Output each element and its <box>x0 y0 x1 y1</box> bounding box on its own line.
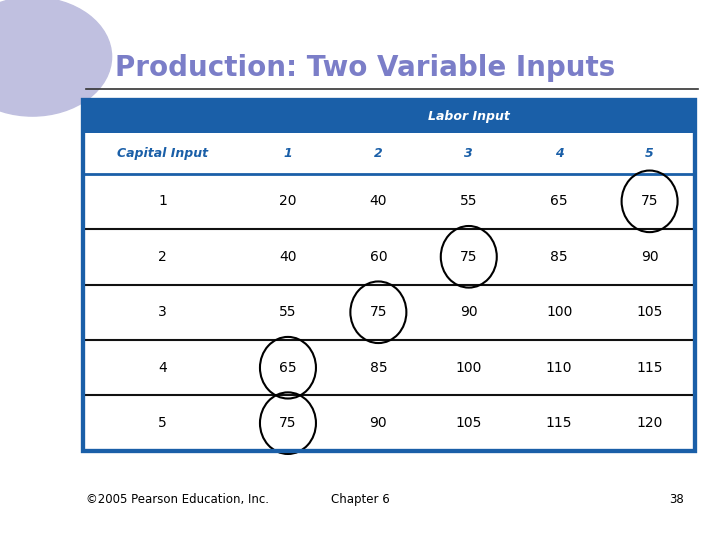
Text: 1: 1 <box>284 147 292 160</box>
Text: 75: 75 <box>369 305 387 319</box>
Text: 75: 75 <box>460 250 477 264</box>
Text: 20: 20 <box>279 194 297 208</box>
Text: 3: 3 <box>464 147 473 160</box>
Text: Labor Input: Labor Input <box>428 110 510 123</box>
Text: 75: 75 <box>641 194 658 208</box>
Text: 90: 90 <box>460 305 477 319</box>
Text: 105: 105 <box>636 305 663 319</box>
Text: 1: 1 <box>158 194 167 208</box>
Text: 38: 38 <box>670 493 684 506</box>
Text: 75: 75 <box>279 416 297 430</box>
Text: 55: 55 <box>460 194 477 208</box>
Text: 40: 40 <box>369 194 387 208</box>
Text: 65: 65 <box>550 194 568 208</box>
Text: 5: 5 <box>645 147 654 160</box>
Text: 100: 100 <box>456 361 482 375</box>
Text: 115: 115 <box>546 416 572 430</box>
Text: 2: 2 <box>158 250 167 264</box>
Text: 105: 105 <box>456 416 482 430</box>
Text: Production: Two Variable Inputs: Production: Two Variable Inputs <box>115 53 616 82</box>
Text: 90: 90 <box>369 416 387 430</box>
Text: 115: 115 <box>636 361 663 375</box>
Text: 4: 4 <box>158 361 167 375</box>
Text: 90: 90 <box>641 250 658 264</box>
Text: Chapter 6: Chapter 6 <box>330 493 390 506</box>
Text: Capital Input: Capital Input <box>117 147 208 160</box>
Text: 60: 60 <box>369 250 387 264</box>
Text: ©2005 Pearson Education, Inc.: ©2005 Pearson Education, Inc. <box>86 493 269 506</box>
Text: 65: 65 <box>279 361 297 375</box>
Text: 85: 85 <box>550 250 568 264</box>
Text: 85: 85 <box>369 361 387 375</box>
Text: 55: 55 <box>279 305 297 319</box>
Text: 5: 5 <box>158 416 167 430</box>
Text: 40: 40 <box>279 250 297 264</box>
Text: 120: 120 <box>636 416 663 430</box>
Text: 100: 100 <box>546 305 572 319</box>
Text: 4: 4 <box>555 147 564 160</box>
Text: 3: 3 <box>158 305 167 319</box>
Text: 2: 2 <box>374 147 383 160</box>
Text: 110: 110 <box>546 361 572 375</box>
